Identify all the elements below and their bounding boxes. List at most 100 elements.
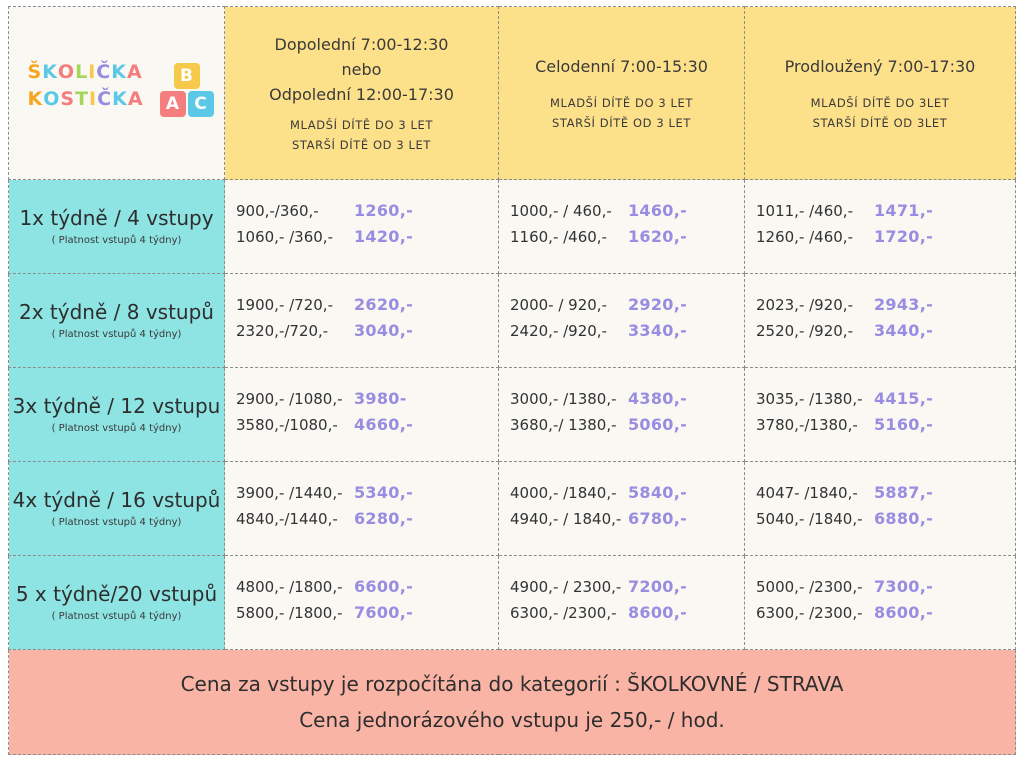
row-title: 1x týdně / 4 vstupy [19,205,214,230]
base-price: 3035,- /1380,- [756,389,863,408]
total-price: 5060,- [628,414,688,434]
logo-line-1: ŠKOLIČKA [27,61,143,83]
block-b: B [173,63,200,89]
base-price: 1011,- /460,- [756,201,853,220]
row-title: 3x týdně / 12 vstupu [12,393,221,418]
price-cell: 900,-/360,- 1260,- 1060,- /360,- 1420,- [224,179,499,274]
base-price: 2000- / 920,- [510,295,607,314]
column-title-or: nebo [341,59,382,79]
base-price: 900,-/360,- [236,201,319,220]
row-header: 5 x týdně/20 vstupů ( Platnost vstupů 4 … [8,555,225,650]
row-header: 1x týdně / 4 vstupy ( Platnost vstupů 4 … [8,179,225,274]
column-subtitle: MLADŠÍ DÍTĚ DO 3LET [810,95,950,110]
total-price: 3980- [354,388,407,408]
total-price: 3440,- [874,320,934,340]
price-cell: 4800,- /1800,- 6600,- 5800,- /1800,- 7600,… [224,555,499,650]
base-price: 5800,- /1800,- [236,603,343,622]
price-cell: 3900,- /1440,- 5340,- 4840,-/1440,- 6280,- [224,461,499,556]
base-price: 5000,- /2300,- [756,577,863,596]
total-price: 2620,- [354,294,414,314]
column-subtitle: MLADŠÍ DÍTĚ DO 3 LET [549,95,694,110]
total-price: 1471,- [874,200,934,220]
base-price: 4840,-/1440,- [236,509,338,528]
base-price: 3680,-/ 1380,- [510,415,617,434]
column-subtitle: MLADŠÍ DÍTĚ DO 3 LET [289,117,434,132]
footer-row: Cena za vstupy je rozpočítána do kategor… [8,649,1016,755]
total-price: 5840,- [628,482,688,502]
base-price: 2420,- /920,- [510,321,607,340]
total-price: 7300,- [874,576,934,596]
total-price: 6600,- [354,576,414,596]
footer-note: Cena za vstupy je rozpočítána do kategor… [8,649,1016,755]
base-price: 1900,- /720,- [236,295,333,314]
base-price: 4800,- /1800,- [236,577,343,596]
column-title: Prodloužený 7:00-17:30 [784,56,976,76]
total-price: 5340,- [354,482,414,502]
total-price: 3040,- [354,320,414,340]
total-price: 6280,- [354,508,414,528]
total-price: 1420,- [354,226,414,246]
total-price: 8600,- [628,602,688,622]
base-price: 3000,- /1380,- [510,389,617,408]
row-header: 3x týdně / 12 vstupu ( Platnost vstupů 4… [8,367,225,462]
logo-line-2: KOSTIČKA [27,88,144,110]
base-price: 4047- /1840,- [756,483,858,502]
column-header-half-day: Dopolední 7:00-12:30 nebo Odpolední 12:0… [224,6,499,180]
column-header-extended: Prodloužený 7:00-17:30 MLADŠÍ DÍTĚ DO 3L… [744,6,1016,180]
table-row: 2x týdně / 8 vstupů ( Platnost vstupů 4 … [8,273,1016,368]
column-title: Odpolední 12:00-17:30 [269,84,454,104]
price-cell: 2023,- /920,- 2943,- 2520,- /920,- 3440,- [744,273,1016,368]
price-cell: 3000,- /1380,- 4380,- 3680,-/ 1380,- 5060,… [498,367,745,462]
base-price: 4900,- / 2300,- [510,577,622,596]
table-row: 5 x týdně/20 vstupů ( Platnost vstupů 4 … [8,555,1016,650]
total-price: 5887,- [874,482,934,502]
base-price: 6300,- /2300,- [756,603,863,622]
header-row: ŠKOLIČKA KOSTIČKA B A C Dopolední 7:00-1… [8,6,1016,180]
total-price: 5160,- [874,414,934,434]
row-header: 2x týdně / 8 vstupů ( Platnost vstupů 4 … [8,273,225,368]
row-subtitle: ( Platnost vstupů 4 týdny) [51,610,182,622]
abc-blocks-icon: B A C [159,63,216,123]
price-cell: 1011,- /460,- 1471,- 1260,- /460,- 1720,- [744,179,1016,274]
total-price: 1720,- [874,226,934,246]
row-header: 4x týdně / 16 vstupů ( Platnost vstupů 4… [8,461,225,556]
base-price: 3780,-/1380,- [756,415,858,434]
price-cell: 1000,- / 460,- 1460,- 1160,- /460,- 1620,- [498,179,745,274]
base-price: 3900,- /1440,- [236,483,343,502]
row-subtitle: ( Platnost vstupů 4 týdny) [51,516,182,528]
total-price: 6780,- [628,508,688,528]
table-row: 1x týdně / 4 vstupy ( Platnost vstupů 4 … [8,179,1016,274]
base-price: 3580,-/1080,- [236,415,338,434]
total-price: 1460,- [628,200,688,220]
total-price: 1260,- [354,200,414,220]
table-row: 3x týdně / 12 vstupu ( Platnost vstupů 4… [8,367,1016,462]
base-price: 1060,- /360,- [236,227,333,246]
total-price: 1620,- [628,226,688,246]
footer-line-1: Cena za vstupy je rozpočítána do kategor… [180,672,844,696]
base-price: 6300,- /2300,- [510,603,617,622]
price-cell: 2000- / 920,- 2920,- 2420,- /920,- 3340,- [498,273,745,368]
price-cell: 4900,- / 2300,- 7200,- 6300,- /2300,- 8600… [498,555,745,650]
price-cell: 2900,- /1080,- 3980- 3580,-/1080,- 4660,- [224,367,499,462]
logo-cell: ŠKOLIČKA KOSTIČKA B A C [8,6,225,180]
total-price: 4660,- [354,414,414,434]
row-subtitle: ( Platnost vstupů 4 týdny) [51,328,182,340]
base-price: 4000,- /1840,- [510,483,617,502]
block-c: C [187,91,214,117]
row-title: 5 x týdně/20 vstupů [15,581,218,606]
total-price: 2920,- [628,294,688,314]
footer-line-2: Cena jednorázového vstupu je 250,- / hod… [299,708,725,732]
column-header-full-day: Celodenní 7:00-15:30 MLADŠÍ DÍTĚ DO 3 LE… [498,6,745,180]
total-price: 4380,- [628,388,688,408]
price-table: ŠKOLIČKA KOSTIČKA B A C Dopolední 7:00-1… [8,6,1016,755]
column-title: Celodenní 7:00-15:30 [535,56,708,76]
price-cell: 4047- /1840,- 5887,- 5040,- /1840,- 6880,- [744,461,1016,556]
total-price: 7600,- [354,602,414,622]
total-price: 4415,- [874,388,934,408]
price-cell: 1900,- /720,- 2620,- 2320,-/720,- 3040,- [224,273,499,368]
base-price: 2023,- /920,- [756,295,853,314]
column-subtitle: STARŠÍ DÍTĚ OD 3 LET [551,115,692,130]
base-price: 2900,- /1080,- [236,389,343,408]
base-price: 2520,- /920,- [756,321,853,340]
base-price: 5040,- /1840,- [756,509,863,528]
